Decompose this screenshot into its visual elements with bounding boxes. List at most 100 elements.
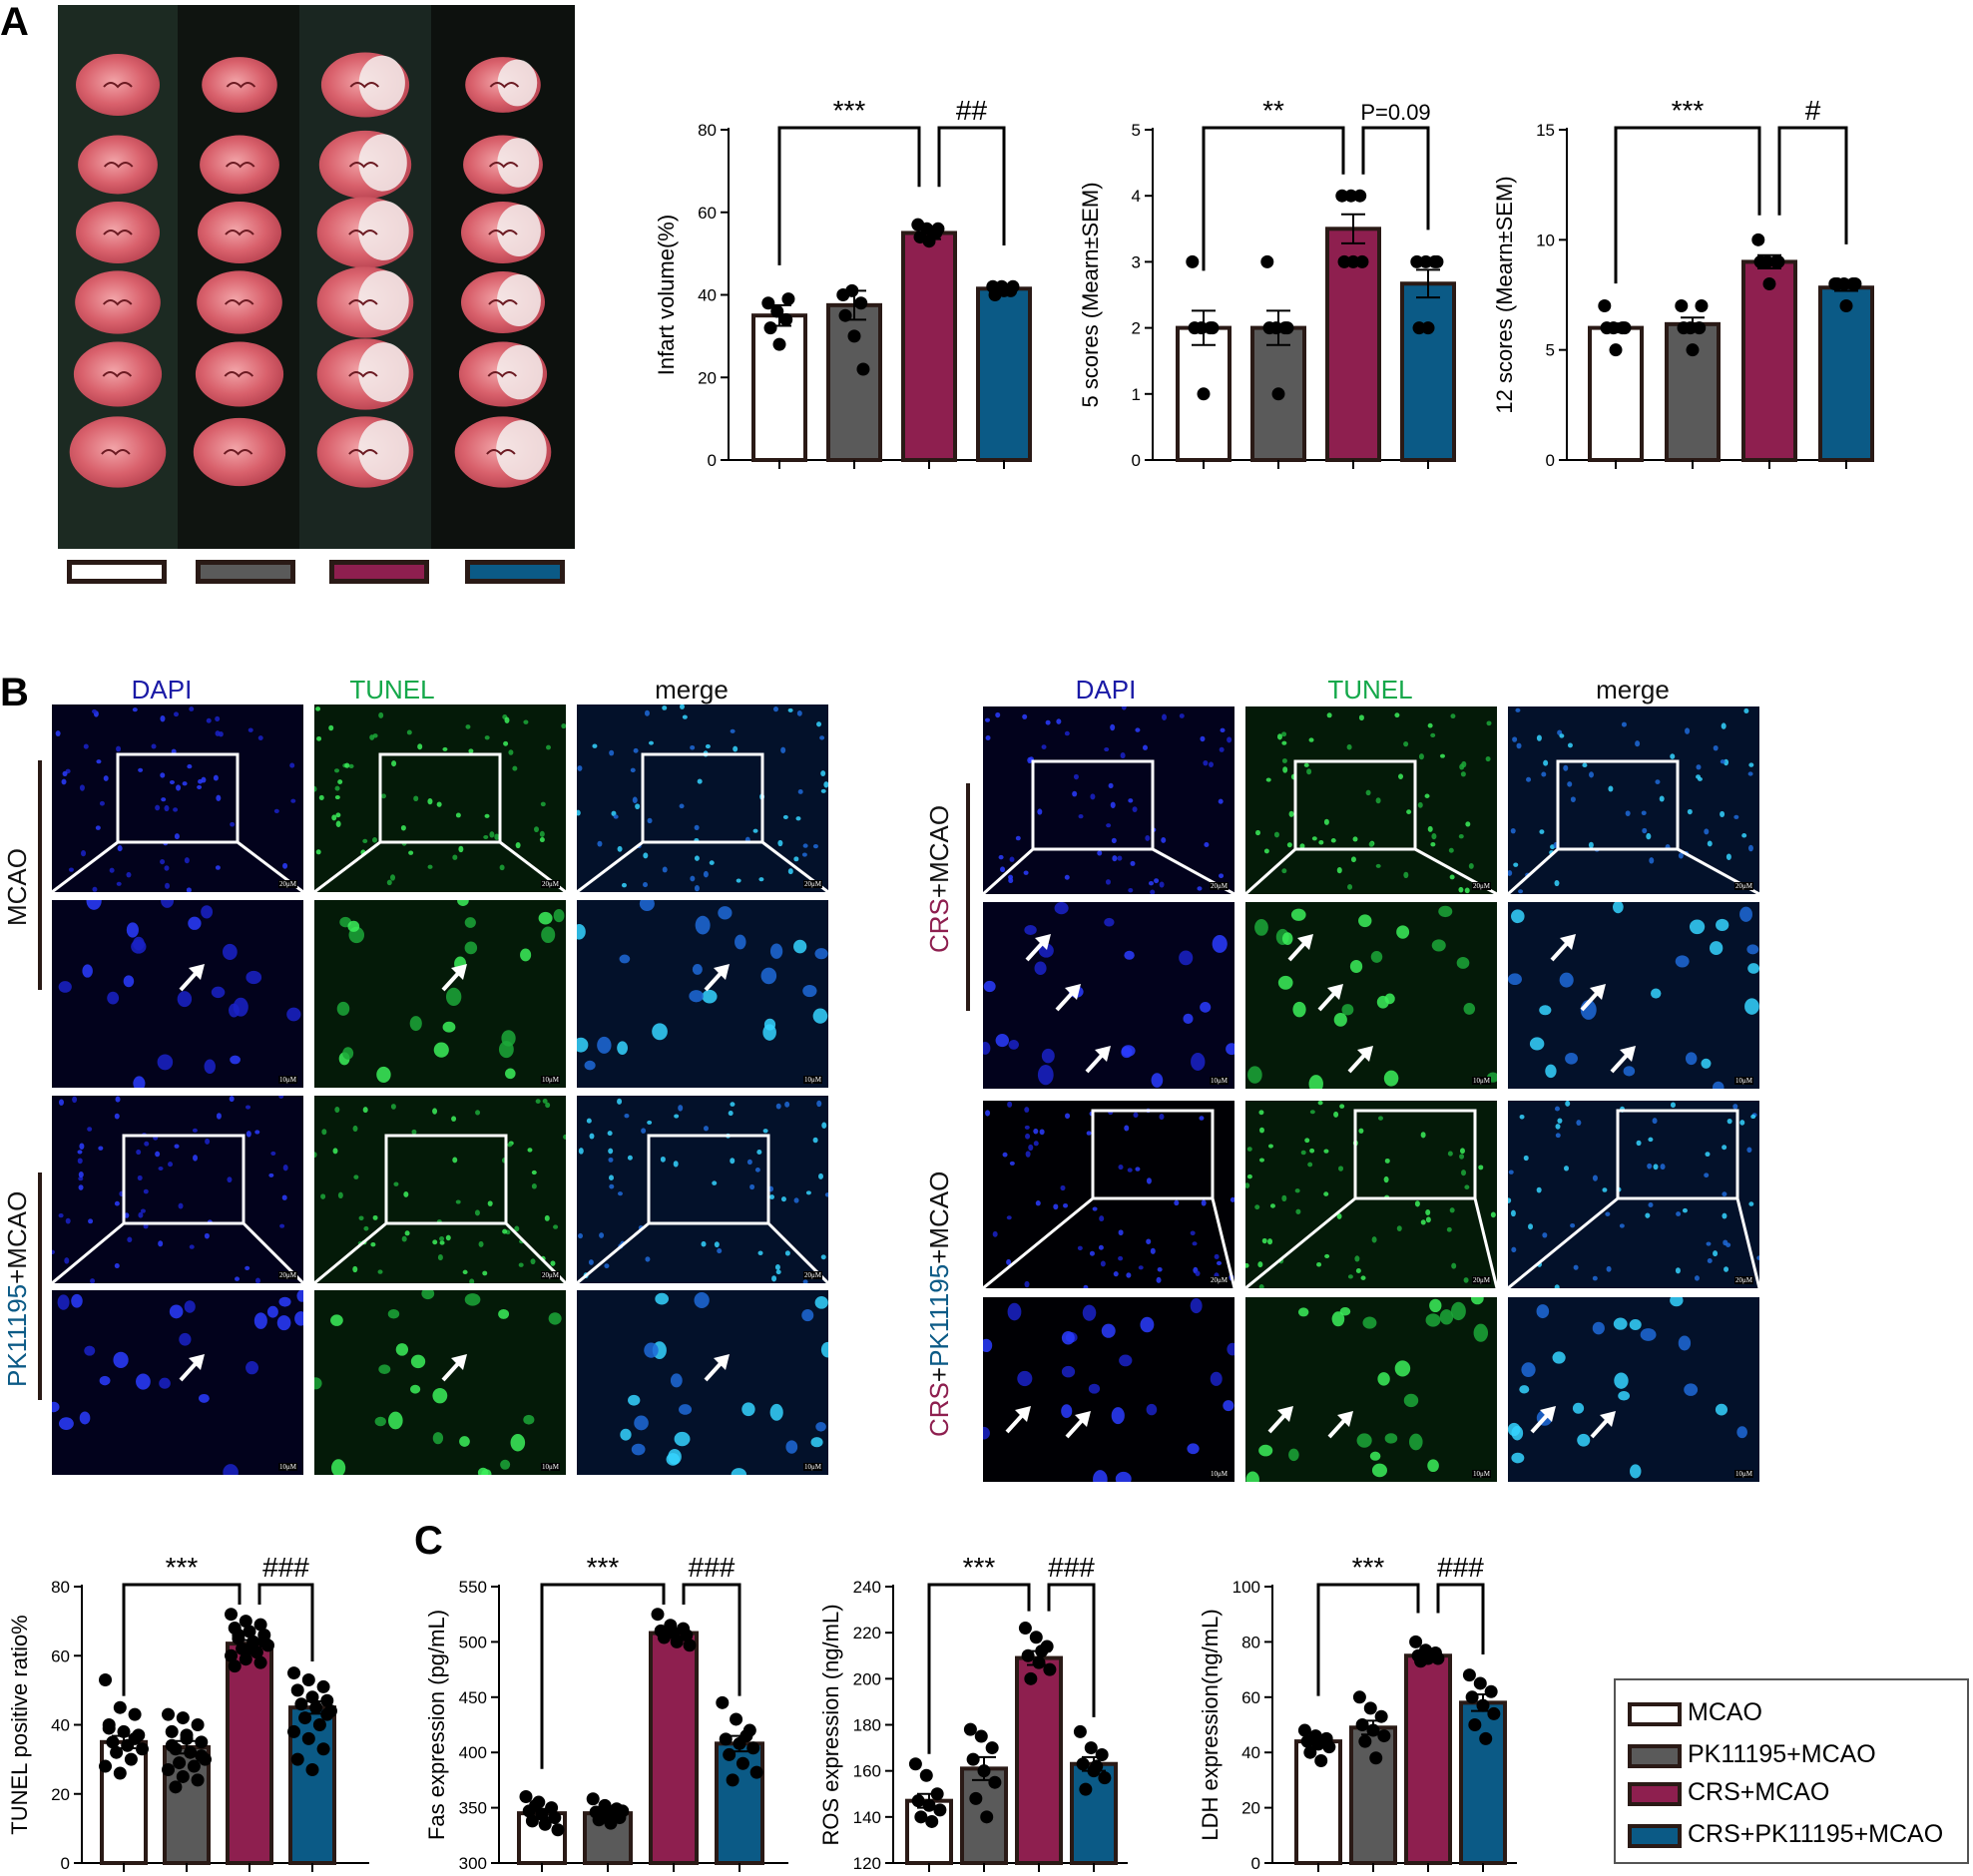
- micrograph-tile: 10μM: [1245, 1297, 1497, 1482]
- significance-bracket: [777, 126, 921, 265]
- data-point: [1369, 1751, 1383, 1765]
- y-tick-label: 220: [853, 1624, 881, 1642]
- data-point: [243, 1642, 256, 1655]
- significance-bracket: [1361, 126, 1430, 231]
- data-point: [1686, 343, 1700, 357]
- row-label-crs-pk11195-mcao: CRS+PK11195+MCAO: [924, 1171, 954, 1437]
- chart-12-scores: 0 5 10 15 12 scores (Mearn±SEM) *** #: [1492, 95, 1874, 470]
- data-point: [232, 1628, 246, 1642]
- bar: [826, 302, 882, 462]
- data-point: [1344, 189, 1358, 203]
- data-point: [845, 283, 859, 297]
- data-point: [187, 1759, 201, 1773]
- data-point: [1186, 254, 1200, 268]
- arrow-icon: [1327, 1411, 1353, 1439]
- micrograph-tile: 20μM: [314, 1096, 566, 1283]
- micrograph-tile: 20μM: [52, 1096, 303, 1283]
- significance-label: #: [1805, 95, 1821, 126]
- data-point: [1346, 254, 1360, 268]
- data-point: [1484, 1684, 1498, 1698]
- y-tick-label: 450: [459, 1688, 487, 1707]
- significance-bracket: [257, 1583, 314, 1661]
- data-point: [1465, 1690, 1479, 1704]
- data-point: [1598, 299, 1612, 313]
- data-point: [856, 362, 870, 376]
- y-tick-label: 1: [1132, 385, 1141, 404]
- micrograph-tile: 20μM: [52, 704, 303, 892]
- data-point: [847, 329, 861, 343]
- data-point: [545, 1801, 559, 1815]
- data-point: [239, 1652, 252, 1666]
- data-point: [730, 1712, 743, 1726]
- y-tick-label: 400: [459, 1743, 487, 1762]
- bar: [1349, 1725, 1397, 1865]
- data-point: [1479, 1731, 1493, 1745]
- bar: [1459, 1700, 1507, 1865]
- micrograph-tile: 20μM: [1245, 1101, 1497, 1288]
- micrograph-tile: 20μM: [983, 1101, 1234, 1288]
- brain-slice: [197, 270, 282, 334]
- arrow-icon: [1267, 1406, 1293, 1434]
- panel-letter-a: A: [0, 0, 29, 44]
- significance-bracket: [927, 1583, 1031, 1754]
- col-header-merge-left: merge: [655, 675, 729, 704]
- chart-ldh-expression: 0 20 40 60 80 100 LDH expression(ng/mL) *** ###: [1198, 1552, 1517, 1873]
- data-point: [184, 1745, 198, 1759]
- micrograph-tile: 20μM: [983, 706, 1234, 894]
- data-point: [854, 296, 868, 310]
- scale-bar-label: 10μM: [1472, 1470, 1491, 1478]
- data-point: [604, 1816, 618, 1830]
- scale-bar-label: 10μM: [1210, 1077, 1229, 1085]
- y-tick-label: 3: [1132, 252, 1141, 271]
- micrograph-tile: 10μM: [577, 900, 828, 1088]
- data-point: [1073, 1724, 1087, 1738]
- arrow-icon: [179, 964, 205, 992]
- data-point: [1188, 321, 1202, 335]
- brain-slice: [73, 341, 163, 407]
- bar: [226, 1642, 273, 1865]
- data-point: [651, 1608, 665, 1622]
- data-point: [1462, 1668, 1476, 1682]
- data-point: [779, 312, 793, 326]
- data-point: [1029, 1631, 1043, 1644]
- y-axis-label: Fas expression (pg/mL): [424, 1610, 449, 1840]
- bar: [1404, 1653, 1452, 1865]
- data-point: [1753, 254, 1767, 268]
- data-point: [117, 1724, 131, 1738]
- swatch-pk11195-mcao: [196, 560, 295, 584]
- data-point: [1600, 321, 1614, 335]
- y-tick-label: 5: [1132, 121, 1141, 140]
- y-tick-label: 60: [51, 1646, 70, 1665]
- data-point: [966, 1752, 980, 1766]
- data-point: [135, 1742, 149, 1756]
- data-point: [974, 1729, 988, 1743]
- data-point: [723, 1747, 737, 1761]
- data-point: [1409, 1635, 1423, 1648]
- scale-bar-label: 20μM: [1472, 1276, 1491, 1284]
- data-point: [1468, 1718, 1482, 1731]
- data-point: [312, 1718, 326, 1731]
- zoom-box: [1293, 759, 1417, 851]
- data-point: [320, 1693, 334, 1707]
- row-divider-mcao: [38, 760, 42, 990]
- data-point: [1079, 1782, 1093, 1796]
- data-point: [1024, 1671, 1038, 1685]
- data-point: [746, 1741, 760, 1755]
- col-header-dapi-left: DAPI: [131, 675, 193, 704]
- data-point: [908, 1757, 922, 1771]
- chart-5-scores: 0 1 2 3 4 5 5 scores (Mearn±SEM) ** P=0.09: [1078, 95, 1456, 470]
- data-point: [294, 1697, 308, 1711]
- micrograph-tile: 10μM: [314, 1290, 566, 1475]
- data-point: [287, 1724, 301, 1738]
- micrograph-tile: 10μM: [52, 900, 303, 1088]
- data-point: [1363, 1701, 1377, 1715]
- scale-bar-label: 10μM: [803, 1463, 822, 1471]
- significance-label: P=0.09: [1360, 100, 1430, 125]
- scale-bar-label: 10μM: [541, 1463, 560, 1471]
- y-tick-label: 550: [459, 1578, 487, 1597]
- y-tick-label: 140: [853, 1808, 881, 1827]
- chart-fas-expression: 300 350 400 450 500 550 Fas expression (pg/mL)…: [424, 1552, 788, 1873]
- arrow-icon: [1005, 1406, 1031, 1434]
- data-point: [1303, 1745, 1317, 1759]
- y-axis-label: 5 scores (Mearn±SEM): [1078, 182, 1103, 407]
